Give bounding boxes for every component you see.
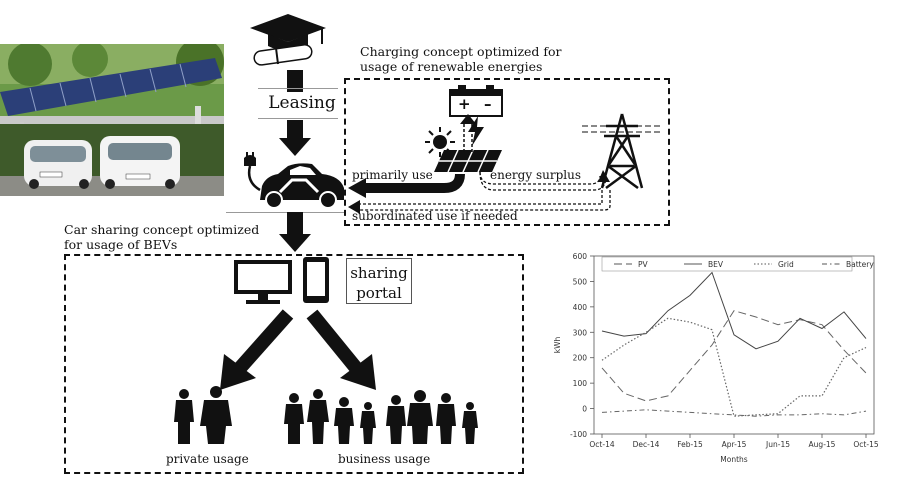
y-tick-label: 400 bbox=[573, 303, 588, 312]
energy-flow-arrows bbox=[344, 110, 624, 220]
y-tick-label: 0 bbox=[582, 405, 587, 414]
sharing-portal-box: sharing portal bbox=[346, 258, 412, 304]
private-users-icon bbox=[164, 386, 244, 446]
portal-line2: portal bbox=[356, 284, 402, 302]
charging-concept-box bbox=[344, 78, 670, 226]
x-tick-label: Feb-15 bbox=[677, 440, 703, 449]
series-line-grid bbox=[601, 317, 867, 417]
primarily-use-label: primarily use bbox=[352, 168, 433, 182]
pv-panel-icon bbox=[432, 148, 504, 174]
leasing-label: Leasing bbox=[268, 93, 336, 113]
y-tick-label: -100 bbox=[570, 430, 587, 439]
x-axis-label: Months bbox=[720, 455, 748, 464]
y-tick-label: 300 bbox=[573, 328, 588, 337]
electric-car-icon bbox=[236, 150, 348, 212]
legend-box bbox=[601, 256, 853, 272]
computer-monitor-icon bbox=[232, 258, 294, 306]
x-tick-label: Dec-14 bbox=[633, 440, 660, 449]
y-axis-label: kWh bbox=[553, 336, 562, 353]
diagonal-arrows bbox=[200, 306, 400, 392]
energy-surplus-label: energy surplus bbox=[490, 168, 581, 182]
carsharing-caption-line1: Car sharing concept optimized bbox=[64, 222, 260, 237]
power-tower-icon bbox=[580, 112, 664, 190]
x-tick-label: Oct-15 bbox=[853, 440, 878, 449]
y-tick-label: 100 bbox=[573, 379, 588, 388]
x-tick-label: Apr-15 bbox=[722, 440, 747, 449]
private-usage-label: private usage bbox=[166, 452, 249, 466]
solar-carport-photo bbox=[0, 44, 224, 196]
energy-line-chart: -100 0 100 200 300 400 500 600 Oct-14 Dec-14 Feb-1… bbox=[548, 238, 884, 474]
leasing-divider-bottom bbox=[258, 118, 338, 119]
chart-svg: -100 0 100 200 300 400 500 600 Oct-14 Dec-14 Feb-1… bbox=[553, 252, 879, 464]
graduation-cap-icon bbox=[246, 12, 330, 68]
x-tick-label: Aug-15 bbox=[809, 440, 836, 449]
car-divider bbox=[226, 212, 346, 213]
business-users-icon bbox=[278, 388, 488, 446]
carsharing-caption-line2: for usage of BEVs bbox=[64, 237, 178, 252]
charging-caption-line2: usage of renewable energies bbox=[360, 59, 543, 74]
carsharing-concept-box bbox=[64, 254, 524, 474]
leasing-arrow-top bbox=[287, 70, 303, 92]
plot-frame bbox=[593, 255, 875, 435]
x-tick-label: Oct-14 bbox=[589, 440, 614, 449]
leasing-arrow bbox=[279, 120, 311, 156]
legend-label-grid: Grid bbox=[778, 260, 794, 269]
carsharing-caption: Car sharing concept optimized for usage … bbox=[64, 222, 304, 252]
series-line-battery bbox=[601, 409, 867, 417]
battery-plus: + bbox=[458, 95, 471, 113]
x-tick-label: Jun-15 bbox=[765, 440, 790, 449]
battery-icon bbox=[448, 84, 504, 118]
y-tick-label: 200 bbox=[573, 354, 588, 363]
business-usage-label: business usage bbox=[338, 452, 431, 466]
subordinated-use-label: subordinated use if needed bbox=[352, 209, 518, 223]
portal-line1: sharing bbox=[350, 264, 408, 282]
lightning-icon bbox=[466, 116, 486, 146]
charging-caption-line1: Charging concept optimized for bbox=[360, 44, 562, 59]
legend-label-bev: BEV bbox=[708, 260, 724, 269]
y-tick-label: 600 bbox=[573, 252, 588, 261]
smartphone-icon bbox=[302, 256, 330, 304]
battery-minus: – bbox=[484, 95, 492, 113]
portal-arrow bbox=[279, 212, 311, 252]
charging-caption: Charging concept optimized for usage of … bbox=[360, 44, 620, 74]
legend-label-battery: Battery bbox=[846, 260, 874, 269]
legend-label-pv: PV bbox=[638, 260, 649, 269]
y-tick-label: 500 bbox=[573, 277, 588, 286]
series-line-pv bbox=[601, 310, 867, 402]
series-line-bev bbox=[601, 271, 867, 350]
leasing-divider bbox=[258, 88, 338, 89]
